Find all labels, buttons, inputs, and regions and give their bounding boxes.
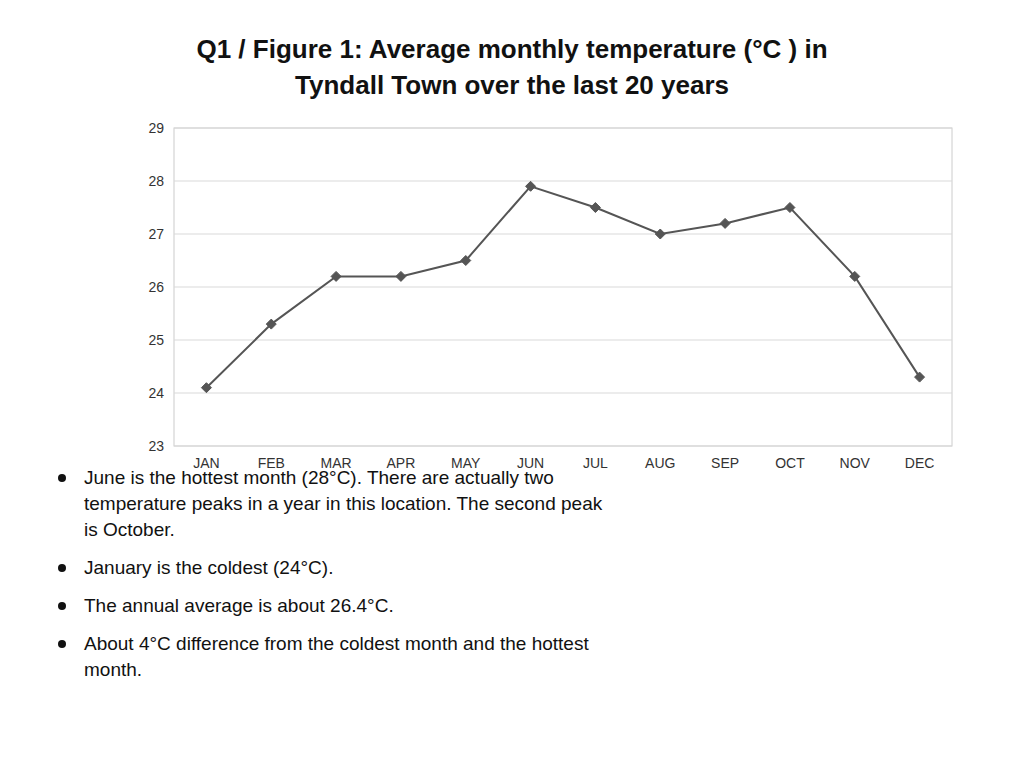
- annotation: January is the coldest (24°C).: [84, 557, 333, 578]
- title: Q1 / Figure 1: Average monthly temperatu…: [196, 34, 827, 64]
- annotation-line: About 4°C difference from the coldest mo…: [84, 633, 589, 654]
- point: [850, 271, 860, 281]
- series: [201, 181, 924, 392]
- annotation-line: The annual average is about 26.4°C.: [84, 595, 394, 616]
- grid-line: [174, 393, 952, 394]
- x-tick-label: NOV: [840, 455, 871, 471]
- x-tick-label: AUG: [645, 455, 675, 471]
- annotation-line: month.: [84, 659, 142, 680]
- title: Tyndall Town over the last 20 years: [295, 70, 729, 100]
- x-tick-label: SEP: [711, 455, 739, 471]
- x-tick-label: JUL: [583, 455, 608, 471]
- point: [590, 203, 600, 213]
- y-tick-label: 26: [148, 279, 164, 295]
- annotation: The annual average is about 26.4°C.: [84, 595, 394, 616]
- point: [915, 372, 925, 382]
- annotation-line: temperature peaks in a year in this loca…: [84, 493, 603, 514]
- point: [655, 229, 665, 239]
- annotation: June is the hottest month (28°C). There …: [84, 467, 603, 540]
- annotation-line: January is the coldest (24°C).: [84, 557, 333, 578]
- point: [461, 256, 471, 266]
- annotation: About 4°C difference from the coldest mo…: [84, 633, 589, 680]
- y-tick-label: 25: [148, 332, 164, 348]
- point: [526, 181, 536, 191]
- x-tick-label: DEC: [905, 455, 935, 471]
- line: [206, 186, 919, 387]
- bullet: [58, 564, 66, 572]
- bullet: [58, 602, 66, 610]
- bullet: [58, 474, 66, 482]
- point: [396, 271, 406, 281]
- y-tick-label: 23: [148, 438, 164, 454]
- grid-line: [174, 340, 952, 341]
- y-axis: 23 24 25 26 27 28 29: [148, 120, 952, 454]
- point: [785, 203, 795, 213]
- grid-line: [174, 446, 952, 447]
- y-tick-label: 24: [148, 385, 164, 401]
- grid-line: [174, 234, 952, 235]
- y-tick-label: 27: [148, 226, 164, 242]
- point: [266, 319, 276, 329]
- bullet: [58, 640, 66, 648]
- point: [201, 383, 211, 393]
- plot-frame: [174, 128, 952, 446]
- annotation-line: June is the hottest month (28°C). There …: [84, 467, 554, 488]
- annotation-line: is October.: [84, 519, 175, 540]
- point: [720, 218, 730, 228]
- chart-root: Q1 / Figure 1: Average monthly temperatu…: [0, 0, 1024, 768]
- y-tick-label: 29: [148, 120, 164, 136]
- point: [331, 271, 341, 281]
- grid-line: [174, 287, 952, 288]
- grid-line: [174, 128, 952, 129]
- grid-line: [174, 181, 952, 182]
- y-tick-label: 28: [148, 173, 164, 189]
- x-tick-label: OCT: [775, 455, 805, 471]
